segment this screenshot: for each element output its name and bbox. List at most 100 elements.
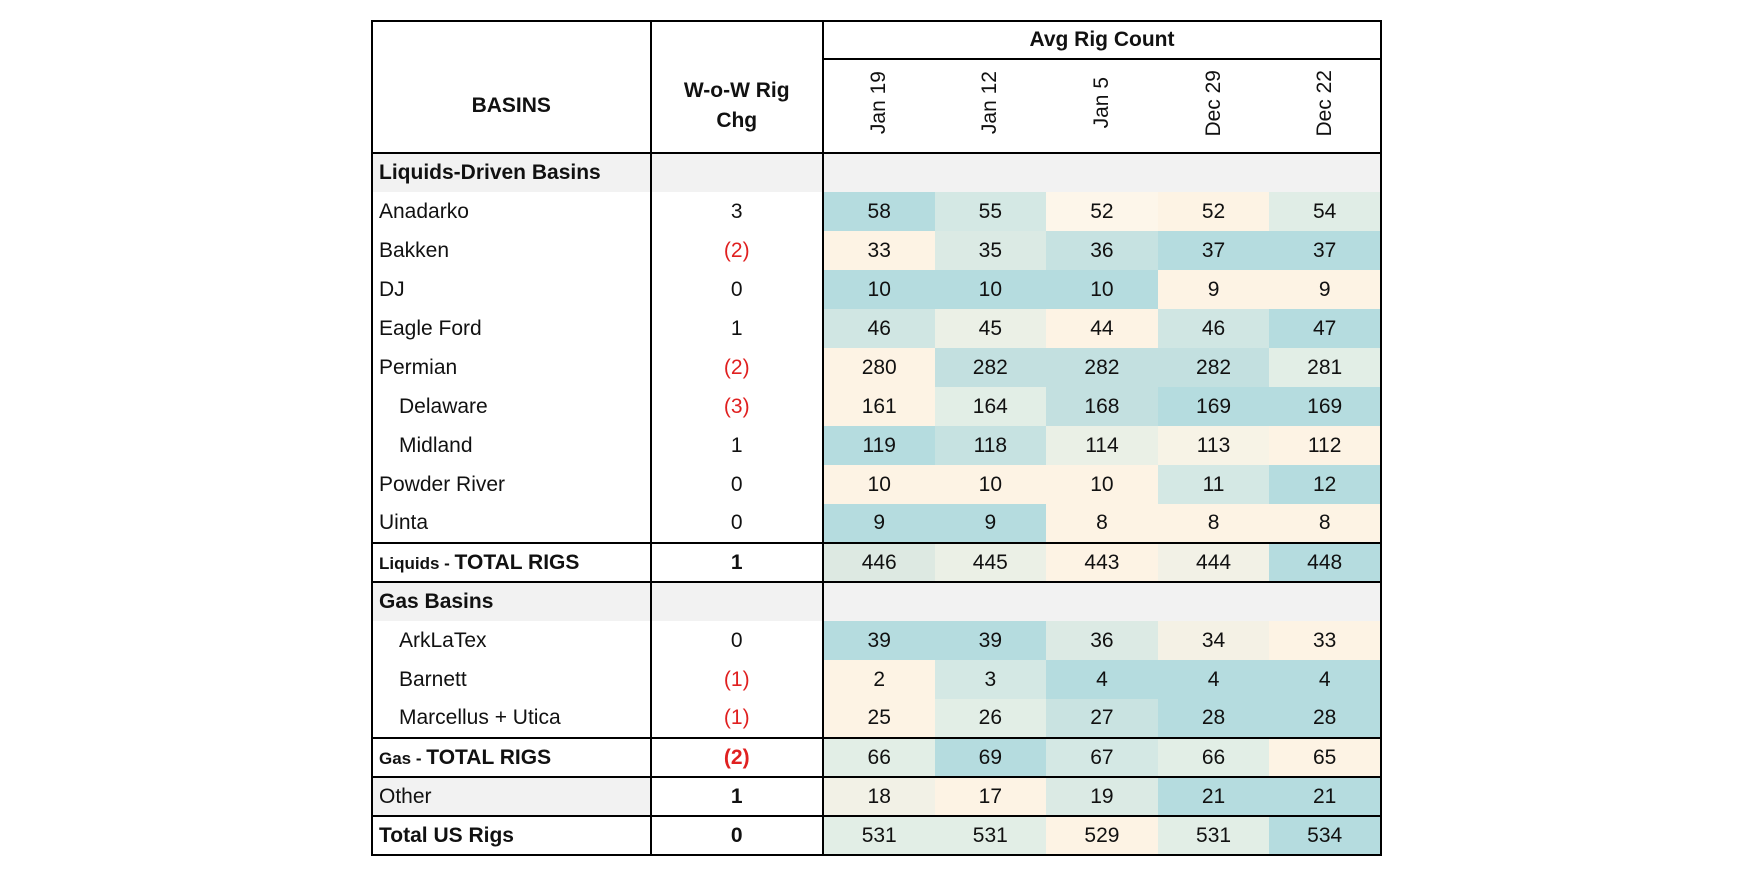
rig-count-cell: 58 (822, 192, 935, 231)
rig-count-cell: 529 (1046, 816, 1158, 856)
basin-name: Powder River (371, 465, 652, 504)
wow-header: W-o-W Rig Chg (650, 59, 824, 154)
rig-count-cell: 47 (1269, 309, 1382, 348)
period-header: Jan 5 (1046, 59, 1158, 154)
wow-change: 3 (650, 192, 824, 231)
section-wow-blank (650, 582, 824, 621)
rig-count-cell: 531 (934, 816, 1047, 856)
section-values-blank (822, 153, 1383, 192)
basins-header: BASINS (371, 59, 652, 154)
section-gas: Gas Basins (371, 582, 1383, 621)
basin-name: Total US Rigs (371, 816, 652, 856)
total-prefix: Gas - (379, 748, 427, 768)
rig-count-cell: 112 (1269, 426, 1382, 465)
rig-count-cell: 66 (1157, 738, 1270, 778)
rig-count-cell: 9 (1157, 270, 1270, 309)
wow-change: 1 (650, 309, 824, 348)
basin-name: DJ (371, 270, 652, 309)
rig-count-cell: 4 (1269, 660, 1382, 699)
wow-change: 1 (650, 426, 824, 465)
rig-count-cell: 113 (1157, 426, 1270, 465)
rig-count-cell: 446 (822, 543, 935, 583)
basin-name: Other (371, 777, 652, 817)
rig-count-cell: 21 (1269, 777, 1382, 817)
rig-count-cell: 28 (1269, 699, 1382, 739)
rig-count-cell: 44 (1046, 309, 1158, 348)
section-title: Liquids-Driven Basins (371, 153, 652, 192)
rig-count-cell: 10 (822, 465, 935, 504)
rig-count-cell: 35 (934, 231, 1047, 270)
wow-change: 0 (650, 621, 824, 660)
header-blank-basins (371, 20, 652, 59)
basin-name: ArkLaTex (371, 621, 652, 660)
total-us-row: Total US Rigs 0 531 531 529 531 534 (371, 816, 1382, 856)
rig-count-cell: 18 (822, 777, 935, 817)
wow-change: (2) (650, 738, 824, 778)
period-label: Dec 22 (1312, 69, 1336, 137)
rig-count-cell: 67 (1046, 738, 1158, 778)
rig-count-cell: 37 (1269, 231, 1382, 270)
rig-count-cell: 169 (1269, 387, 1382, 426)
table-row: Powder River 0 10 10 10 11 12 (371, 465, 1382, 504)
rig-count-cell: 11 (1157, 465, 1270, 504)
wow-header-line1: W-o-W Rig (683, 78, 790, 102)
rig-count-cell: 114 (1046, 426, 1158, 465)
basin-name: Anadarko (371, 192, 652, 231)
header-row-main: BASINS W-o-W Rig Chg Jan 19 Jan 12 Jan 5… (371, 59, 1382, 154)
rig-count-cell: 118 (934, 426, 1047, 465)
rig-count-cell: 168 (1046, 387, 1158, 426)
rig-count-cell: 19 (1046, 777, 1158, 817)
rig-count-cell: 39 (822, 621, 935, 660)
rig-count-cell: 119 (822, 426, 935, 465)
rig-count-cell: 27 (1046, 699, 1158, 739)
rig-count-cell: 4 (1157, 660, 1270, 699)
rig-count-cell: 10 (934, 270, 1047, 309)
rig-count-cell: 443 (1046, 543, 1158, 583)
rig-count-cell: 8 (1157, 504, 1270, 544)
basin-name: Uinta (371, 504, 652, 544)
basin-name: Permian (371, 348, 652, 387)
rig-count-cell: 531 (1157, 816, 1270, 856)
wow-change: 0 (650, 270, 824, 309)
rig-count-cell: 534 (1269, 816, 1382, 856)
basin-name: Barnett (371, 660, 652, 699)
rig-count-cell: 21 (1157, 777, 1270, 817)
rig-count-cell: 52 (1046, 192, 1158, 231)
other-row: Other 1 18 17 19 21 21 (371, 777, 1382, 817)
basin-name: Liquids - TOTAL RIGS (371, 543, 652, 583)
period-header: Jan 19 (822, 59, 935, 154)
section-title: Gas Basins (371, 582, 652, 621)
rig-count-cell: 4 (1046, 660, 1158, 699)
period-header: Dec 29 (1157, 59, 1270, 154)
basin-name: Delaware (371, 387, 652, 426)
rig-count-cell: 52 (1157, 192, 1270, 231)
table-row: Uinta 0 9 9 8 8 8 (371, 504, 1382, 544)
table-row: Anadarko 3 58 55 52 52 54 (371, 192, 1382, 231)
rig-count-cell: 37 (1157, 231, 1270, 270)
rig-count-cell: 445 (934, 543, 1047, 583)
period-header: Jan 12 (934, 59, 1047, 154)
liquids-total-row: Liquids - TOTAL RIGS 1 446 445 443 444 448 (371, 543, 1382, 583)
wow-change: (1) (650, 660, 824, 699)
basin-name: Marcellus + Utica (371, 699, 652, 739)
rig-count-cell: 164 (934, 387, 1047, 426)
wow-change: 1 (650, 543, 824, 583)
period-header: Dec 22 (1269, 59, 1382, 154)
total-prefix: Liquids - (379, 553, 455, 573)
rig-count-cell: 46 (1157, 309, 1270, 348)
rig-count-cell: 46 (822, 309, 935, 348)
gas-total-row: Gas - TOTAL RIGS (2) 66 69 67 66 65 (371, 738, 1382, 778)
rig-count-cell: 66 (822, 738, 935, 778)
rig-count-cell: 12 (1269, 465, 1382, 504)
rig-count-cell: 9 (822, 504, 935, 544)
rig-count-cell: 161 (822, 387, 935, 426)
section-values-blank (822, 582, 1383, 621)
rig-count-cell: 54 (1269, 192, 1382, 231)
table-row: DJ 0 10 10 10 9 9 (371, 270, 1382, 309)
rig-count-cell: 36 (1046, 621, 1158, 660)
rig-count-cell: 25 (822, 699, 935, 739)
table-row: Permian (2) 280 282 282 282 281 (371, 348, 1382, 387)
total-label: TOTAL RIGS (454, 550, 580, 574)
table-row: Delaware (3) 161 164 168 169 169 (371, 387, 1382, 426)
wow-change: (3) (650, 387, 824, 426)
